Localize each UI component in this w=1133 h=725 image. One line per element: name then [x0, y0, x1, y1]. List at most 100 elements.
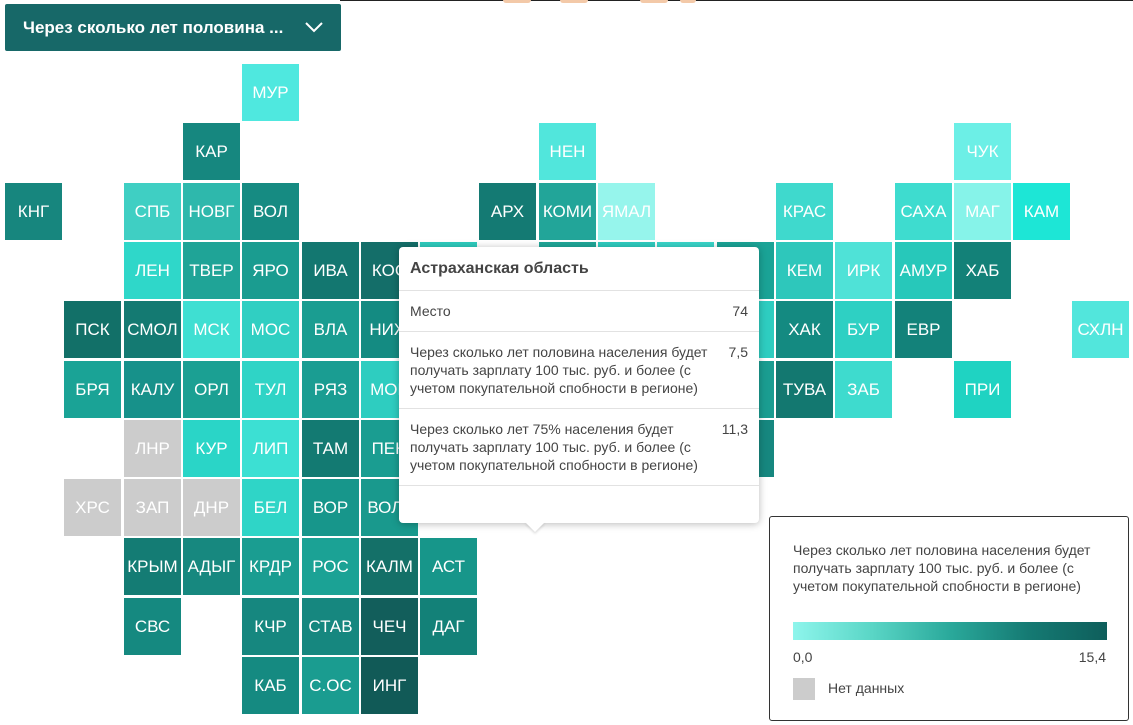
- region-tile-СПБ[interactable]: СПБ: [124, 183, 181, 240]
- region-tile-ХРС[interactable]: ХРС: [64, 479, 121, 536]
- region-code-label: ЧУК: [966, 141, 999, 161]
- region-tile-СМОЛ[interactable]: СМОЛ: [124, 301, 181, 358]
- region-tile-ЗАБ[interactable]: ЗАБ: [835, 361, 892, 418]
- region-tile-МУР[interactable]: МУР: [242, 64, 299, 121]
- region-tile-ИРК[interactable]: ИРК: [835, 242, 892, 299]
- region-code-label: ЧЕЧ: [372, 616, 407, 636]
- region-tile-КАР[interactable]: КАР: [183, 123, 240, 180]
- region-tile-ЕВР[interactable]: ЕВР: [895, 301, 952, 358]
- region-tile-СВС[interactable]: СВС: [124, 598, 181, 655]
- region-tile-ДНР[interactable]: ДНР: [183, 479, 240, 536]
- region-tile-МСК[interactable]: МСК: [183, 301, 240, 358]
- region-code-label: АСТ: [431, 556, 466, 576]
- region-tile-КАЛУ[interactable]: КАЛУ: [124, 361, 181, 418]
- region-tile-ДАГ[interactable]: ДАГ: [420, 598, 477, 655]
- region-tile-КЧР[interactable]: КЧР: [242, 598, 299, 655]
- region-tile-КРДР[interactable]: КРДР: [242, 538, 299, 595]
- region-tile-КУР[interactable]: КУР: [183, 420, 240, 477]
- region-code-label: КАМ: [1023, 201, 1060, 221]
- region-tile-БЕЛ[interactable]: БЕЛ: [242, 479, 299, 536]
- region-tile-КЕМ[interactable]: КЕМ: [776, 242, 833, 299]
- region-tile-ЗАП[interactable]: ЗАП: [124, 479, 181, 536]
- no-data-swatch: [793, 678, 815, 700]
- metric-dropdown[interactable]: Через сколько лет половина ...: [5, 4, 341, 51]
- region-code-label: ЗАП: [135, 497, 170, 517]
- region-tile-ТАМ[interactable]: ТАМ: [302, 420, 359, 477]
- region-tile-БУР[interactable]: БУР: [835, 301, 892, 358]
- region-code-label: КАЛМ: [366, 556, 413, 576]
- region-tile-ЛЕН[interactable]: ЛЕН: [124, 242, 181, 299]
- region-tile-СХЛН[interactable]: СХЛН: [1072, 301, 1129, 358]
- region-tile-ПСК[interactable]: ПСК: [64, 301, 121, 358]
- region-tile-ВОЛ[interactable]: ВОЛ: [242, 183, 299, 240]
- tooltip-row-value: 11,3: [721, 421, 748, 437]
- region-tile-НОВГ[interactable]: НОВГ: [183, 183, 240, 240]
- region-tile-АРХ[interactable]: АРХ: [479, 183, 536, 240]
- region-code-label: ВОР: [312, 497, 349, 517]
- region-tile-РЯЗ[interactable]: РЯЗ: [302, 361, 359, 418]
- region-tile-ТУВА[interactable]: ТУВА: [776, 361, 833, 418]
- legend-gradient-bar: [793, 622, 1107, 640]
- region-tile-МОС[interactable]: МОС: [242, 301, 299, 358]
- region-tile-ВОР[interactable]: ВОР: [302, 479, 359, 536]
- region-tile-ЛНР[interactable]: ЛНР: [124, 420, 181, 477]
- region-tile-ИНГ[interactable]: ИНГ: [361, 657, 418, 714]
- region-tile-БРЯ[interactable]: БРЯ: [64, 361, 121, 418]
- top-decoration: [560, 0, 588, 3]
- legend-title: Через сколько лет половина населения буд…: [793, 542, 1091, 594]
- region-code-label: ДАГ: [432, 616, 465, 636]
- tooltip-row-label: Через сколько лет половина населения буд…: [410, 344, 708, 396]
- region-code-label: ЕВР: [906, 319, 941, 339]
- region-tile-ЯМАЛ[interactable]: ЯМАЛ: [598, 183, 655, 240]
- region-code-label: МУР: [252, 82, 289, 102]
- region-tile-КАБ[interactable]: КАБ: [242, 657, 299, 714]
- region-tile-С.ОС[interactable]: С.ОС: [302, 657, 359, 714]
- region-code-label: КУР: [195, 438, 228, 458]
- region-tile-КРЫМ[interactable]: КРЫМ: [124, 538, 181, 595]
- region-code-label: ТУЛ: [254, 379, 287, 399]
- region-tile-АМУР[interactable]: АМУР: [895, 242, 952, 299]
- region-tile-ВЛА[interactable]: ВЛА: [302, 301, 359, 358]
- region-tile-ХАК[interactable]: ХАК: [776, 301, 833, 358]
- legend-max-label: 15,4: [1078, 649, 1106, 665]
- region-tile-ЧУК[interactable]: ЧУК: [954, 123, 1011, 180]
- region-code-label: МАГ: [965, 201, 1000, 221]
- region-tile-АДЫГ[interactable]: АДЫГ: [183, 538, 240, 595]
- region-tile-НЕН[interactable]: НЕН: [539, 123, 596, 180]
- region-tile-ХАБ[interactable]: ХАБ: [954, 242, 1011, 299]
- region-tile-ТВЕР[interactable]: ТВЕР: [183, 242, 240, 299]
- region-tile-АСТ[interactable]: АСТ: [420, 538, 477, 595]
- region-tile-МАГ[interactable]: МАГ: [954, 183, 1011, 240]
- region-code-label: НОВГ: [188, 201, 235, 221]
- metric-dropdown-label: Через сколько лет половина ...: [23, 17, 284, 37]
- region-tile-КРАС[interactable]: КРАС: [776, 183, 833, 240]
- region-tile-ЛИП[interactable]: ЛИП: [242, 420, 299, 477]
- region-tile-ОРЛ[interactable]: ОРЛ: [183, 361, 240, 418]
- tooltip-row-label: Место: [410, 303, 451, 319]
- region-code-label: БЕЛ: [253, 497, 288, 517]
- region-code-label: НЕН: [549, 141, 586, 161]
- region-tile-ТУЛ[interactable]: ТУЛ: [242, 361, 299, 418]
- tooltip-row-value: 7,5: [728, 344, 748, 360]
- region-tile-РОС[interactable]: РОС: [302, 538, 359, 595]
- region-tile-ЧЕЧ[interactable]: ЧЕЧ: [361, 598, 418, 655]
- region-code-label: СХЛН: [1077, 319, 1124, 339]
- region-tile-КНГ[interactable]: КНГ: [5, 183, 62, 240]
- region-code-label: КРЫМ: [127, 556, 178, 576]
- region-code-label: КОМИ: [542, 201, 593, 221]
- region-tile-ПРИ[interactable]: ПРИ: [954, 361, 1011, 418]
- region-tile-ИВА[interactable]: ИВА: [302, 242, 359, 299]
- region-code-label: РЯЗ: [313, 379, 348, 399]
- region-code-label: КНГ: [17, 201, 50, 221]
- region-code-label: КАР: [195, 141, 228, 161]
- region-tile-КАЛМ[interactable]: КАЛМ: [361, 538, 418, 595]
- region-code-label: АДЫГ: [187, 556, 236, 576]
- region-tile-СТАВ[interactable]: СТАВ: [302, 598, 359, 655]
- region-tile-КОМИ[interactable]: КОМИ: [539, 183, 596, 240]
- tooltip-row: Через сколько лет половина населения буд…: [399, 332, 759, 409]
- region-tile-КАМ[interactable]: КАМ: [1013, 183, 1070, 240]
- tooltip-row-value: 74: [732, 303, 748, 319]
- region-tile-ЯРО[interactable]: ЯРО: [242, 242, 299, 299]
- region-tile-САХА[interactable]: САХА: [895, 183, 952, 240]
- region-code-label: ЗАБ: [847, 379, 880, 399]
